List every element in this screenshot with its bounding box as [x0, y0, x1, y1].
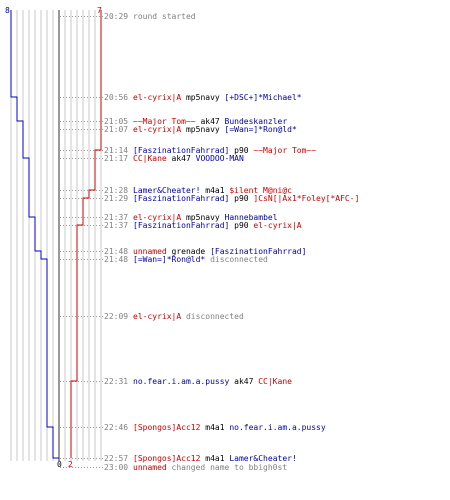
event-text: ak47 [229, 377, 259, 386]
event-row: 21:29 [FaszinationFahrrad] p90 ]CsN[|Ax1*… [104, 194, 359, 203]
event-text: mp5navy [181, 125, 225, 134]
event-time: 22:09 [104, 312, 129, 321]
event-time: 22:46 [104, 423, 129, 432]
event-row: 21:48 [=Wan=]*Ron@ld* disconnected [104, 255, 268, 264]
event-time: 22:31 [104, 377, 129, 386]
team-count-chart [10, 10, 104, 468]
red-team-end-count: 2 [68, 460, 73, 469]
event-text: round started [133, 12, 196, 21]
event-row: 21:14 [FaszinationFahrrad] p90 ~~Major To… [104, 146, 316, 155]
event-text: [FaszinationFahrrad] [133, 146, 230, 155]
event-time: 23:00 [104, 463, 129, 472]
event-text: no.fear.i.am.a.pussy [229, 423, 326, 432]
event-row: 21:28 Lamer&Cheater! m4a1 $ilent M@ni@c [104, 186, 292, 195]
event-time: 20:56 [104, 93, 129, 102]
event-text: [+DSC+]*Michael* [224, 93, 302, 102]
event-text: changed name to bbigh0st [166, 463, 288, 472]
event-text: m4a1 [200, 423, 230, 432]
event-time: 21:07 [104, 125, 129, 134]
event-time: 21:37 [104, 213, 129, 222]
event-time: 22:57 [104, 454, 129, 463]
event-text: p90 [229, 194, 254, 203]
event-text: Lamer&Cheater! [133, 186, 201, 195]
event-row: 22:31 no.fear.i.am.a.pussy ak47 CC|Kane [104, 377, 292, 386]
event-row: 22:57 [Spongos]Acc12 m4a1 Lamer&Cheater! [104, 454, 297, 463]
event-text: CC|Kane [258, 377, 292, 386]
event-row: 20:56 el-cyrix|A mp5navy [+DSC+]*Michael* [104, 93, 302, 102]
event-text: mp5navy [181, 93, 225, 102]
event-row: 21:17 CC|Kane ak47 VOODOO-MAN [104, 154, 244, 163]
event-time: 21:37 [104, 221, 129, 230]
event-text: unnamed [133, 247, 167, 256]
event-text: p90 [229, 146, 254, 155]
event-time: 21:28 [104, 186, 129, 195]
event-text: el-cyrix|A [133, 125, 182, 134]
event-text: [Spongos]Acc12 [133, 454, 201, 463]
event-text: el-cyrix|A [133, 93, 182, 102]
event-row: 21:37 el-cyrix|A mp5navy Hannebambel [104, 213, 278, 222]
event-row: 21:37 [FaszinationFahrrad] p90 el-cyrix|A [104, 221, 302, 230]
event-row: 20:29 round started [104, 12, 196, 21]
event-row: 21:07 el-cyrix|A mp5navy [=Wan=]*Ron@ld* [104, 125, 297, 134]
event-text: ~~Major Tom~~ [253, 146, 317, 155]
event-row: 21:48 unnamed grenade [FaszinationFahrrad… [104, 247, 306, 256]
event-text: p90 [229, 221, 254, 230]
event-text: m4a1 [200, 454, 230, 463]
event-text: disconnected [205, 255, 268, 264]
blue-team-end-count: 0 [57, 460, 62, 469]
event-text: unnamed [133, 463, 167, 472]
event-row: 22:09 el-cyrix|A disconnected [104, 312, 244, 321]
event-text: el-cyrix|A [253, 221, 302, 230]
event-time: 21:48 [104, 247, 129, 256]
event-text: CC|Kane [133, 154, 167, 163]
event-text: [FaszinationFahrrad] [133, 194, 230, 203]
event-text: el-cyrix|A [133, 312, 182, 321]
event-row: 23:00 unnamed changed name to bbigh0st [104, 463, 287, 472]
event-text: Hannebambel [224, 213, 278, 222]
event-time: 21:05 [104, 117, 129, 126]
event-row: 22:46 [Spongos]Acc12 m4a1 no.fear.i.am.a.… [104, 423, 326, 432]
event-text: VOODOO-MAN [195, 154, 244, 163]
event-text: [Spongos]Acc12 [133, 423, 201, 432]
event-time: 21:48 [104, 255, 129, 264]
event-text: [FaszinationFahrrad] [133, 221, 230, 230]
event-text: disconnected [181, 312, 244, 321]
event-text: mp5navy [181, 213, 225, 222]
event-time: 21:29 [104, 194, 129, 203]
event-time: 21:17 [104, 154, 129, 163]
event-row: 21:05 ~~Major Tom~~ ak47 Bundeskanzler [104, 117, 287, 126]
blue-team-line [10, 10, 59, 459]
red-team-line [70, 10, 102, 458]
event-text: no.fear.i.am.a.pussy [133, 377, 230, 386]
event-text: ak47 [166, 154, 196, 163]
event-text: Lamer&Cheater! [229, 454, 297, 463]
event-text: ~~Major Tom~~ [133, 117, 196, 126]
event-text: [=Wan=]*Ron@ld* [224, 125, 297, 134]
event-text: ak47 [195, 117, 225, 126]
event-text: m4a1 [200, 186, 230, 195]
event-time: 20:29 [104, 12, 129, 21]
event-log: 20:29 round started 20:56 el-cyrix|A mp5nav… [104, 0, 450, 500]
event-text: ]CsN[|Ax1*Foley[*AFC-] [253, 194, 360, 203]
blue-team-start-count: 8 [5, 6, 10, 15]
event-text: Bundeskanzler [224, 117, 288, 126]
event-text: [=Wan=]*Ron@ld* [133, 255, 206, 264]
event-time: 21:14 [104, 146, 129, 155]
event-text: grenade [166, 247, 211, 256]
event-text: [FaszinationFahrrad] [210, 247, 307, 256]
event-text: el-cyrix|A [133, 213, 182, 222]
red-team-start-count: 7 [97, 6, 102, 15]
event-text: $ilent M@ni@c [229, 186, 292, 195]
